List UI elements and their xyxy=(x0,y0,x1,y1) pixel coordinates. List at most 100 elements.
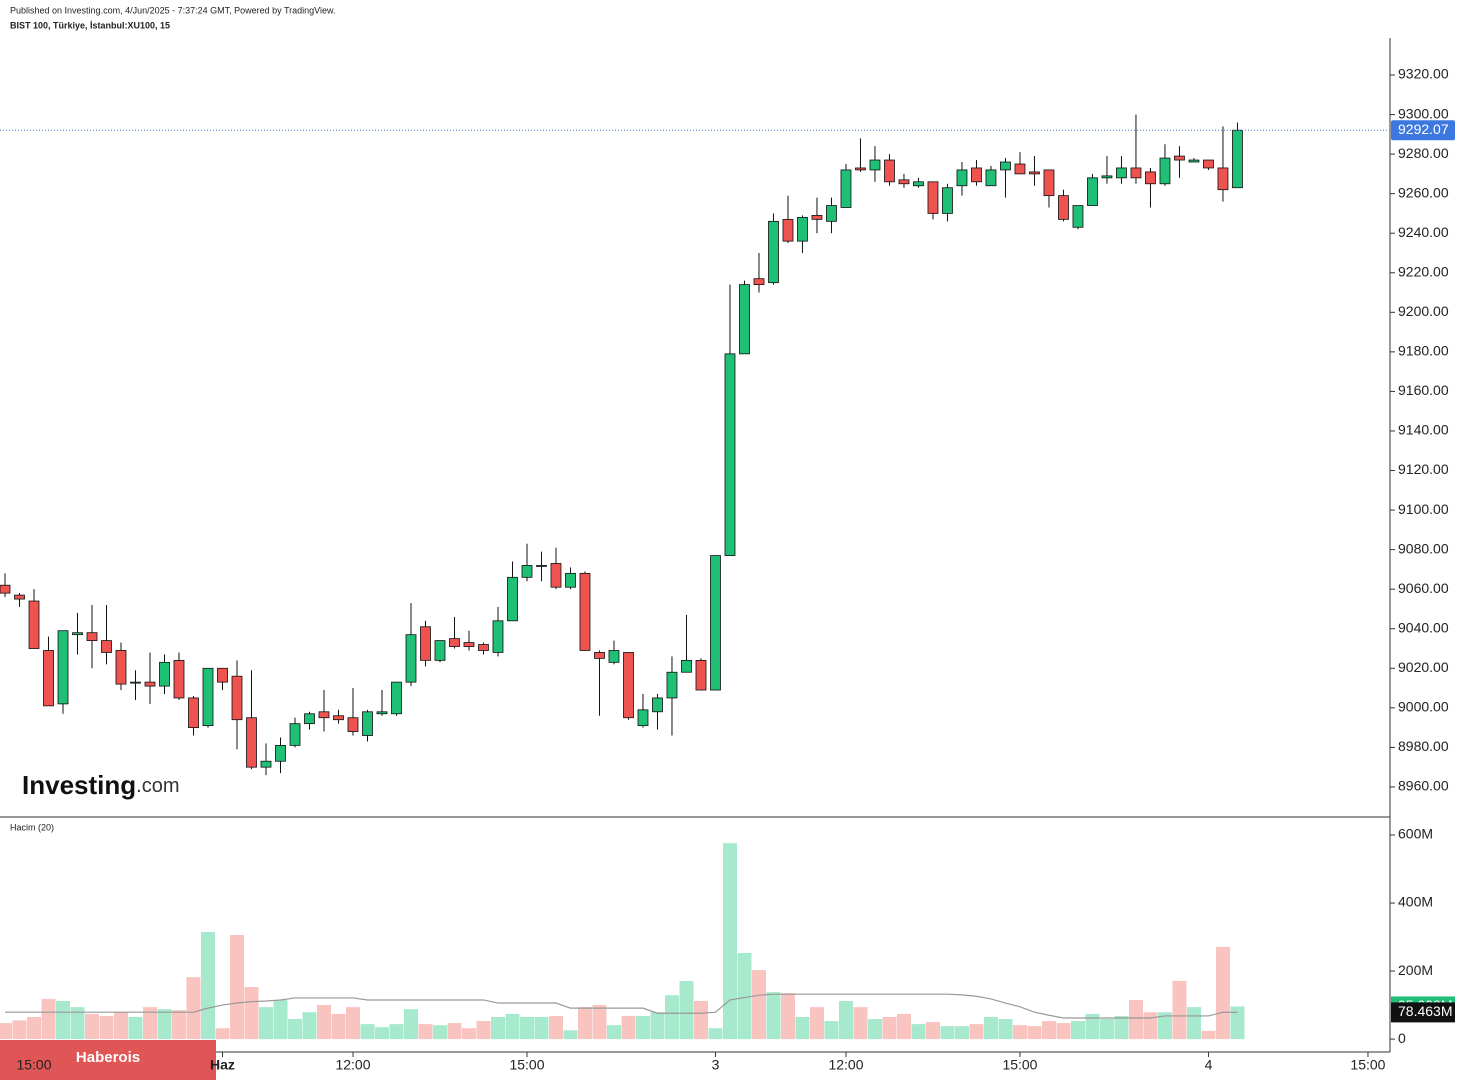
volume-bar xyxy=(215,1028,230,1040)
volume-bar xyxy=(1056,1023,1071,1040)
volume-bar xyxy=(606,1025,621,1040)
y-tick-label: 9320.00 xyxy=(1398,66,1449,82)
volume-bar xyxy=(795,1016,810,1040)
y-tick-label: 9160.00 xyxy=(1398,382,1449,398)
candle-body xyxy=(478,644,489,651)
volume-bar xyxy=(650,1012,665,1040)
ma-label-box xyxy=(1391,1002,1455,1023)
volume-bar xyxy=(1070,1021,1085,1040)
volume-bar xyxy=(983,1016,998,1040)
logo-main: Investing xyxy=(22,770,136,800)
volume-bar xyxy=(84,1013,99,1040)
y-tick-label: 9060.00 xyxy=(1398,580,1449,596)
x-tick-label: 15:00 xyxy=(509,1057,544,1073)
candle-body xyxy=(811,215,823,220)
candle-body xyxy=(623,652,634,719)
y-tick-label: 9100.00 xyxy=(1398,501,1449,517)
volume-bar xyxy=(56,1000,71,1040)
volume-bar xyxy=(1230,1006,1245,1040)
x-tick-label: 15:00 xyxy=(16,1057,51,1073)
candle-body xyxy=(420,626,431,661)
volume-bar xyxy=(41,998,56,1040)
candle-body xyxy=(884,159,895,183)
x-tick-label: Haz xyxy=(210,1057,235,1073)
candle-body xyxy=(913,181,924,187)
candle-body xyxy=(1232,129,1243,189)
volume-bar xyxy=(490,1016,505,1040)
candle-body xyxy=(434,640,446,661)
volume-bar xyxy=(70,1007,85,1040)
candle-body xyxy=(971,167,982,183)
volume-bar xyxy=(1085,1013,1100,1040)
volume-bar xyxy=(447,1023,462,1040)
y-tick-label: 8980.00 xyxy=(1398,738,1449,754)
volume-bar xyxy=(751,970,766,1040)
candle-body xyxy=(666,671,678,699)
volume-bar xyxy=(157,1009,172,1040)
candle-body xyxy=(1087,177,1098,206)
candle-body xyxy=(1116,167,1127,179)
y-tick-label: 9240.00 xyxy=(1398,224,1449,240)
volume-bar xyxy=(577,1007,592,1040)
candle-body xyxy=(289,723,301,746)
volume-bar xyxy=(360,1024,375,1040)
volume-bar xyxy=(954,1026,969,1040)
candle-body xyxy=(536,565,547,567)
candle-body xyxy=(86,632,98,641)
volume-bar xyxy=(1114,1015,1129,1040)
volume-bar xyxy=(418,1024,433,1040)
candle-body xyxy=(855,167,866,171)
volume-bar xyxy=(128,1016,143,1040)
volume-bar xyxy=(896,1013,911,1040)
candle-body xyxy=(565,572,576,588)
candle-body xyxy=(1159,157,1171,185)
volume-bar xyxy=(824,1021,839,1040)
logo-suffix: .com xyxy=(136,775,179,797)
volume-bar xyxy=(693,1000,708,1040)
candle-body xyxy=(202,667,214,727)
candle-body xyxy=(594,652,605,659)
volume-bar xyxy=(708,1028,723,1040)
candle-body xyxy=(43,650,54,707)
candle-body xyxy=(333,715,344,721)
volume-bar xyxy=(534,1016,549,1040)
volume-bar xyxy=(505,1013,520,1040)
volume-bar xyxy=(1157,1012,1172,1040)
candle-body xyxy=(246,717,257,768)
candle-body xyxy=(985,169,997,187)
volume-bar xyxy=(476,1021,491,1040)
y-tick-label: 9300.00 xyxy=(1398,105,1449,121)
volume-bar xyxy=(244,987,259,1040)
candle-body xyxy=(608,650,620,663)
y-tick-label: 9040.00 xyxy=(1398,619,1449,635)
volume-bar xyxy=(389,1024,404,1040)
volume-bar xyxy=(287,1019,302,1040)
volume-bar xyxy=(0,1023,13,1040)
volume-bar xyxy=(461,1028,476,1040)
candle-body xyxy=(695,659,707,691)
volume-bar xyxy=(1128,999,1143,1040)
candle-body xyxy=(449,638,460,647)
candle-body xyxy=(318,711,330,719)
x-tick-label: 3 xyxy=(712,1057,720,1073)
y-tick-label: 9260.00 xyxy=(1398,184,1449,200)
candle-body xyxy=(492,620,504,653)
candle-body xyxy=(391,681,402,715)
candle-body xyxy=(1058,195,1069,220)
volume-bar xyxy=(998,1019,1013,1040)
x-tick-label: 4 xyxy=(1205,1057,1213,1073)
candle-body xyxy=(1000,161,1011,171)
ma-last-label: 78.463M xyxy=(1398,1003,1452,1019)
y-tick-label: 9280.00 xyxy=(1398,145,1449,161)
volume-bar xyxy=(200,931,215,1040)
candle-body xyxy=(347,717,359,732)
volume-bar xyxy=(563,1030,578,1040)
chart-title: BIST 100, Türkiye, İstanbul:XU100, 15 xyxy=(10,20,170,30)
candle-body xyxy=(101,640,112,653)
candle-body xyxy=(797,216,808,242)
candle-body xyxy=(1188,159,1200,163)
logo: Investing.com xyxy=(22,770,179,800)
y-tick-label: 200M xyxy=(1398,962,1433,978)
volume-bar xyxy=(925,1022,940,1040)
candle-body xyxy=(652,697,663,713)
